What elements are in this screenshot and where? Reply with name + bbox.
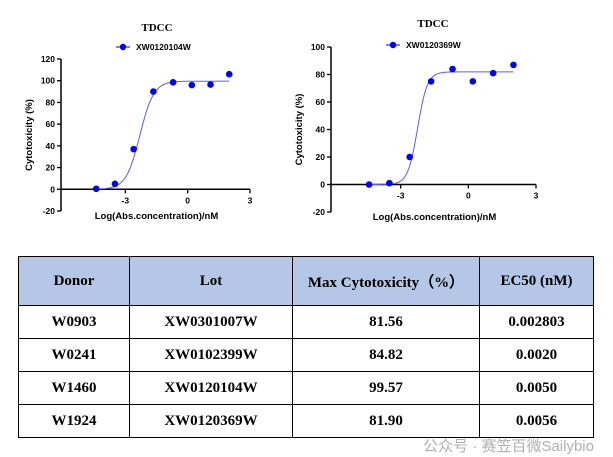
cell: 0.0050 — [479, 371, 594, 405]
cell: 0.0056 — [479, 404, 594, 438]
legend-marker — [389, 41, 397, 49]
data-point — [130, 145, 137, 153]
y-tick-label: 80 — [316, 70, 326, 80]
y-tick-label: 20 — [46, 163, 56, 173]
col-lot: Lot — [129, 256, 293, 306]
data-point — [489, 69, 497, 77]
y-tick-label: 20 — [316, 152, 326, 162]
col-donor: Donor — [18, 256, 130, 306]
x-axis-label: Log(Abs.concentration)/nM — [373, 212, 497, 223]
y-tick-label: 40 — [46, 141, 56, 151]
cell: XW0301007W — [129, 305, 293, 339]
y-tick-label: 60 — [46, 119, 56, 129]
cell: XW0120104W — [129, 371, 293, 405]
y-tick-label: 100 — [311, 42, 325, 52]
y-tick-label: 100 — [41, 76, 55, 86]
legend-marker — [119, 43, 127, 51]
cell: XW0120369W — [129, 404, 293, 438]
y-tick-label: 60 — [316, 97, 326, 107]
table-row: W0903 XW0301007W 81.56 0.002803 — [18, 305, 594, 339]
x-tick-label: -3 — [397, 191, 405, 201]
cell: 81.56 — [292, 305, 480, 339]
cell: XW0102399W — [129, 338, 293, 372]
fit-curve — [369, 71, 514, 185]
data-point — [188, 81, 196, 89]
x-tick-label: -3 — [122, 195, 130, 205]
data-point — [225, 70, 233, 78]
table-row: W1460 XW0120104W 99.57 0.0050 — [18, 371, 594, 405]
data-point — [111, 180, 119, 188]
cell: W0903 — [18, 305, 130, 339]
fit-curve — [96, 80, 230, 190]
col-max-cytotoxicity: Max Cytotoxicity（%） — [292, 256, 480, 306]
data-point — [510, 61, 517, 69]
y-tick-label: -20 — [313, 207, 326, 217]
legend-label: XW0120369W — [406, 40, 462, 50]
cell: W1460 — [18, 371, 130, 405]
x-tick-label: 0 — [466, 191, 471, 201]
cell: 81.90 — [292, 404, 480, 438]
table-row: W1924 XW0120369W 81.90 0.0056 — [18, 404, 594, 438]
x-axis-label: Log(Abs.concentration)/nM — [95, 211, 219, 222]
charts: TDCC XW0120104W -20 0 20 40 60 80 100 120 -3 0 3 Log(… — [24, 18, 539, 223]
y-axis-label: Cytotoxicity (%) — [294, 94, 305, 166]
data-point — [365, 181, 373, 188]
table-row: W0241 XW0102399W 84.82 0.0020 — [18, 338, 594, 372]
data-point — [449, 65, 456, 73]
x-tick-label: 3 — [248, 195, 253, 205]
cell: 0.002803 — [479, 305, 594, 339]
y-tick-label: 80 — [46, 97, 56, 107]
x-tick-label: 3 — [534, 191, 539, 201]
table-header-row: Donor Lot Max Cytotoxicity（%） EC50 (nM) — [18, 256, 594, 306]
x-tick-label: 0 — [185, 195, 190, 205]
data-point — [169, 79, 177, 86]
cell: 0.0020 — [479, 338, 594, 372]
legend-label: XW0120104W — [136, 42, 192, 52]
chart-title: TDCC — [417, 18, 448, 30]
cell: W1924 — [18, 404, 130, 438]
y-axis-label: Cytotoxicity (%) — [24, 99, 35, 171]
results-table: Donor Lot Max Cytotoxicity（%） EC50 (nM) … — [18, 256, 594, 438]
data-point — [469, 78, 477, 85]
col-ec50: EC50 (nM) — [479, 256, 594, 306]
y-tick-label: 0 — [320, 180, 325, 190]
y-tick-label: 120 — [41, 54, 55, 64]
watermark: 公众号 · 赛笠百微Sailybio — [423, 438, 594, 455]
y-tick-label: 40 — [316, 125, 326, 135]
data-point — [92, 185, 100, 193]
cell: 99.57 — [292, 371, 480, 405]
cell: 84.82 — [292, 338, 480, 372]
data-point — [386, 179, 393, 187]
y-tick-label: -20 — [43, 206, 56, 216]
data-point — [150, 88, 157, 95]
cell: W0241 — [18, 338, 130, 372]
data-point — [207, 81, 214, 88]
data-point — [427, 78, 435, 85]
y-tick-label: 0 — [50, 184, 55, 194]
chart-title: TDCC — [141, 22, 172, 34]
data-point — [406, 153, 413, 161]
